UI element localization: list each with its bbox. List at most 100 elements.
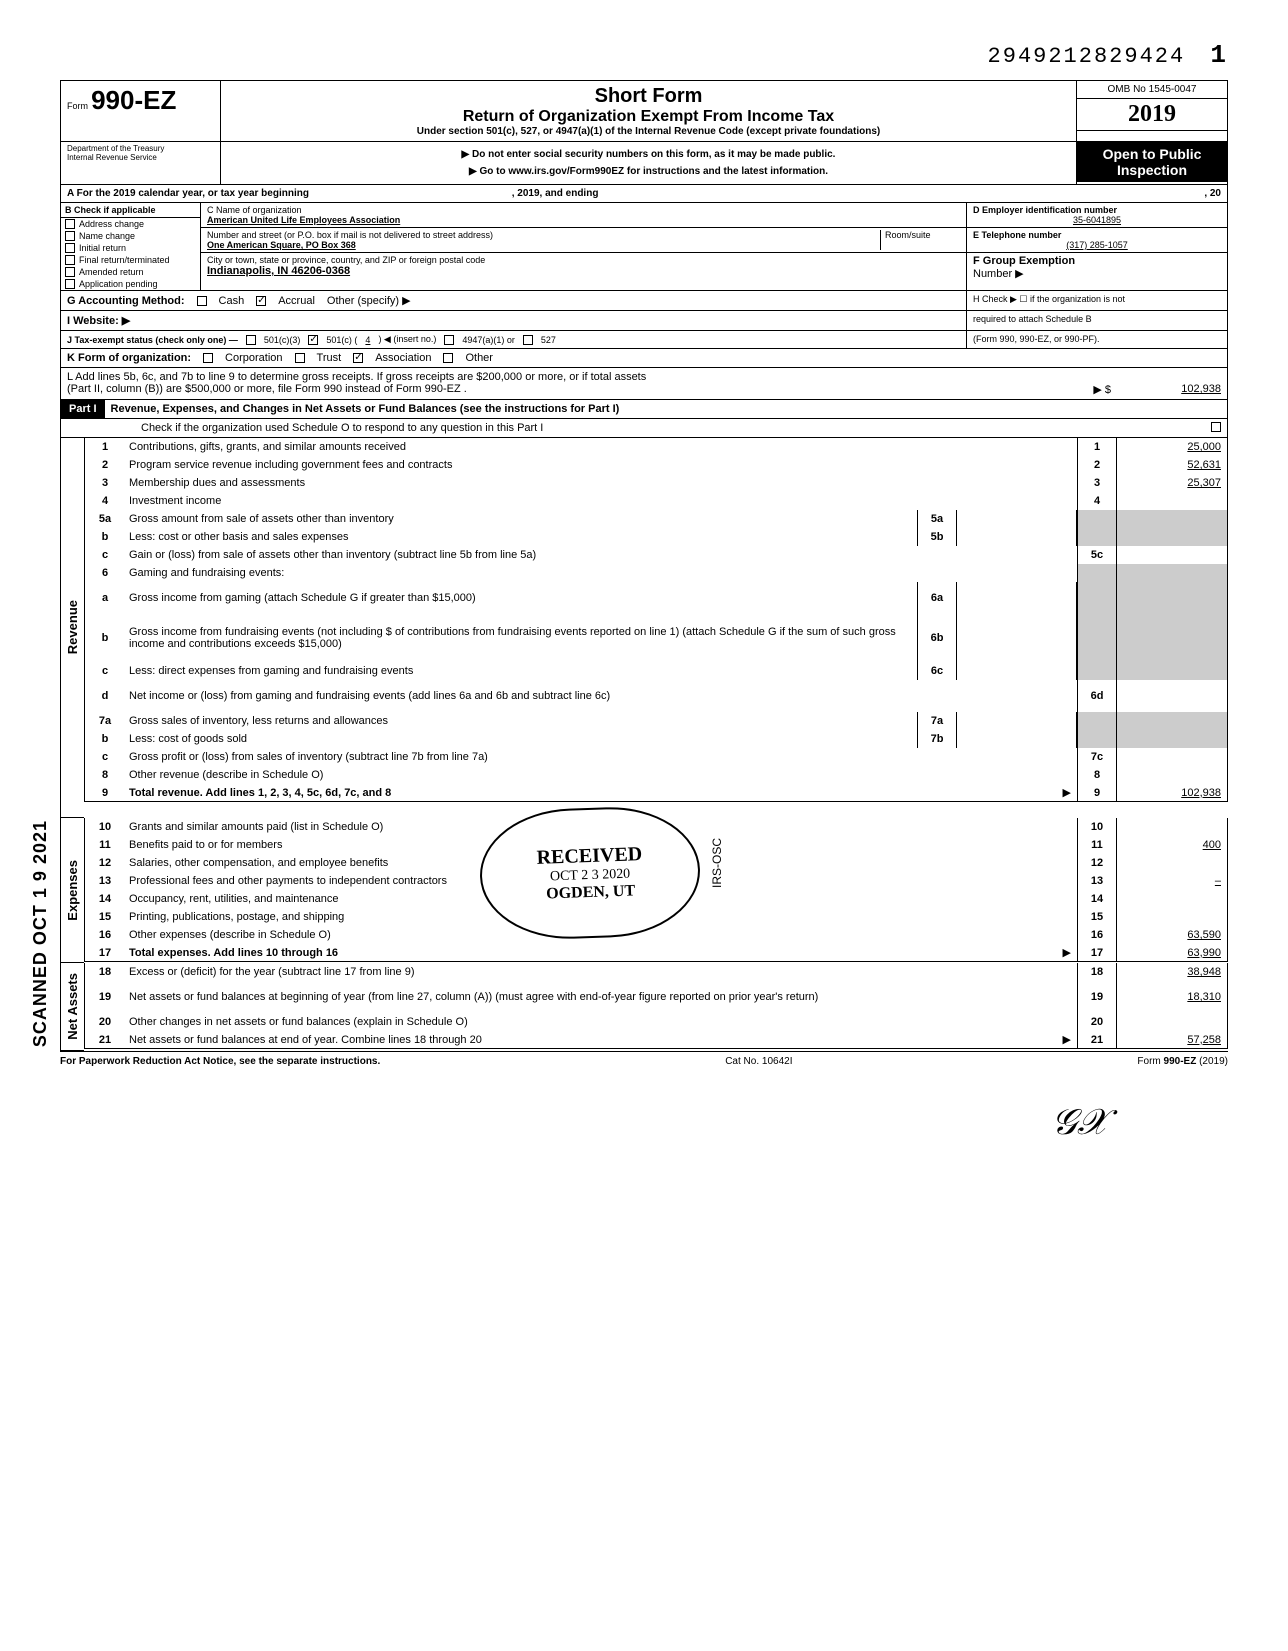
netassets-grid: Net Assets 18Excess or (deficit) for the…: [60, 963, 1228, 1051]
h-label: H Check ▶ ☐ if the organization is not: [973, 294, 1221, 305]
k-label: K Form of organization:: [67, 352, 191, 364]
l-row: L Add lines 5b, 6c, and 7b to line 9 to …: [60, 368, 1228, 400]
footer-mid: Cat No. 10642I: [725, 1056, 792, 1067]
org-address: One American Square, PO Box 368: [207, 240, 880, 250]
ln-17-box: 17: [1077, 944, 1117, 961]
col-b: B Check if applicable Address change Nam…: [61, 203, 201, 290]
ln-6a-sh: [1077, 582, 1117, 614]
form-header: Form 990-EZ Short Form Return of Organiz…: [60, 80, 1228, 142]
b-item-3: Final return/terminated: [79, 255, 170, 265]
part1-label: Part I: [61, 400, 105, 418]
form-number: 990-EZ: [91, 85, 176, 115]
ln-1-text: Contributions, gifts, grants, and simila…: [125, 439, 1077, 455]
b-name-change[interactable]: Name change: [61, 230, 200, 242]
signature: 𝒢𝒳: [60, 1101, 1228, 1144]
ln-5b-mv: [957, 528, 1077, 546]
ln-6d-box: 6d: [1077, 680, 1117, 712]
b-amended[interactable]: Amended return: [61, 266, 200, 278]
under-section: Under section 501(c), 527, or 4947(a)(1)…: [227, 126, 1070, 137]
line-a-begin: A For the 2019 calendar year, or tax yea…: [67, 188, 309, 199]
k-trust: Trust: [317, 352, 342, 364]
page-stamp: 2949212829424 1: [60, 40, 1228, 70]
b-item-5: Application pending: [79, 279, 158, 289]
ln-3-text: Membership dues and assessments: [125, 475, 1077, 491]
header-left: Form 990-EZ: [61, 81, 221, 141]
checkbox-icon: [65, 255, 75, 265]
checkbox-501c3[interactable]: [246, 335, 256, 345]
org-city: Indianapolis, IN 46206-0368: [207, 265, 960, 277]
checkbox-trust[interactable]: [295, 353, 305, 363]
expenses-side: Expenses: [60, 818, 84, 963]
omb-number: OMB No 1545-0047: [1077, 81, 1227, 99]
checkbox-527[interactable]: [523, 335, 533, 345]
b-app-pending[interactable]: Application pending: [61, 278, 200, 290]
ln-5a-mb: 5a: [917, 510, 957, 528]
ln-6c-text: Less: direct expenses from gaming and fu…: [125, 663, 917, 679]
ln-7a-num: 7a: [85, 713, 125, 729]
ln-9-box: 9: [1077, 784, 1117, 801]
checkbox-assoc[interactable]: [353, 353, 363, 363]
l-label2: (Part II, column (B)) are $500,000 or mo…: [67, 383, 467, 396]
return-title: Return of Organization Exempt From Incom…: [227, 108, 1070, 126]
ln-7c-box: 7c: [1077, 748, 1117, 766]
checkbox-501c[interactable]: [308, 335, 318, 345]
dept-irs: Internal Revenue Service: [67, 153, 214, 162]
g-label: G Accounting Method:: [67, 295, 185, 307]
ln-5b-sh: [1077, 528, 1117, 546]
checkbox-icon: [65, 279, 75, 289]
checkbox-other[interactable]: [443, 353, 453, 363]
ln-6-text: Gaming and fundraising events:: [125, 565, 1077, 581]
ln-6d-num: d: [85, 688, 125, 704]
ln-20-val: [1117, 1013, 1227, 1031]
checkbox-4947[interactable]: [444, 335, 454, 345]
ln-6b-num: b: [85, 630, 125, 646]
j-501c: 501(c) (: [326, 335, 357, 345]
i-label: I Website: ▶: [61, 311, 967, 330]
ln-8-num: 8: [85, 767, 125, 783]
footer-left: For Paperwork Reduction Act Notice, see …: [60, 1056, 380, 1067]
b-initial-return[interactable]: Initial return: [61, 242, 200, 254]
ln-1-val: 25,000: [1117, 438, 1227, 456]
ln-2-num: 2: [85, 457, 125, 473]
ln-11-num: 11: [85, 837, 125, 853]
ln-5a-shv: [1117, 510, 1227, 528]
expenses-label: Expenses: [65, 860, 80, 921]
b-final-return[interactable]: Final return/terminated: [61, 254, 200, 266]
ln-5b-text: Less: cost or other basis and sales expe…: [125, 529, 917, 545]
checkbox-corp[interactable]: [203, 353, 213, 363]
b-address-change[interactable]: Address change: [61, 218, 200, 230]
ln-4-text: Investment income: [125, 493, 1077, 509]
ln-3-box: 3: [1077, 474, 1117, 492]
k-row: K Form of organization: Corporation Trus…: [60, 349, 1228, 368]
ln-18-text: Excess or (deficit) for the year (subtra…: [125, 964, 1077, 980]
ln-5a-text: Gross amount from sale of assets other t…: [125, 511, 917, 527]
b-header: B Check if applicable: [61, 203, 200, 218]
checkbox-schedule-o[interactable]: [1211, 422, 1221, 432]
ln-7a-mb: 7a: [917, 712, 957, 730]
ln-16-val: 63,590: [1117, 926, 1227, 944]
ln-6b-shv: [1117, 614, 1227, 662]
ln-16-box: 16: [1077, 926, 1117, 944]
stamp-number: 2949212829424: [988, 44, 1186, 69]
ln-8-val: [1117, 766, 1227, 784]
checkbox-accrual[interactable]: [256, 296, 266, 306]
ln-19-num: 19: [85, 989, 125, 1005]
c-label: C Name of organization: [207, 205, 960, 215]
ln-11-box: 11: [1077, 836, 1117, 854]
checkbox-cash[interactable]: [197, 296, 207, 306]
ln-21-num: 21: [85, 1032, 125, 1048]
revenue-lines: 1Contributions, gifts, grants, and simil…: [84, 438, 1228, 818]
ln-6-shv: [1117, 564, 1227, 582]
ln-6c-mv: [957, 662, 1077, 680]
ln-6a-mb: 6a: [917, 582, 957, 614]
ln-18-box: 18: [1077, 963, 1117, 981]
ln-2-val: 52,631: [1117, 456, 1227, 474]
ln-5c-num: c: [85, 547, 125, 563]
ln-13-num: 13: [85, 873, 125, 889]
ln-7a-text: Gross sales of inventory, less returns a…: [125, 713, 917, 729]
dept-treasury: Department of the Treasury: [67, 144, 214, 153]
footer-right: Form 990-EZ (2019): [1137, 1056, 1228, 1067]
ln-19-val: 18,310: [1117, 981, 1227, 1013]
ln-4-num: 4: [85, 493, 125, 509]
revenue-side: Revenue: [60, 438, 84, 818]
